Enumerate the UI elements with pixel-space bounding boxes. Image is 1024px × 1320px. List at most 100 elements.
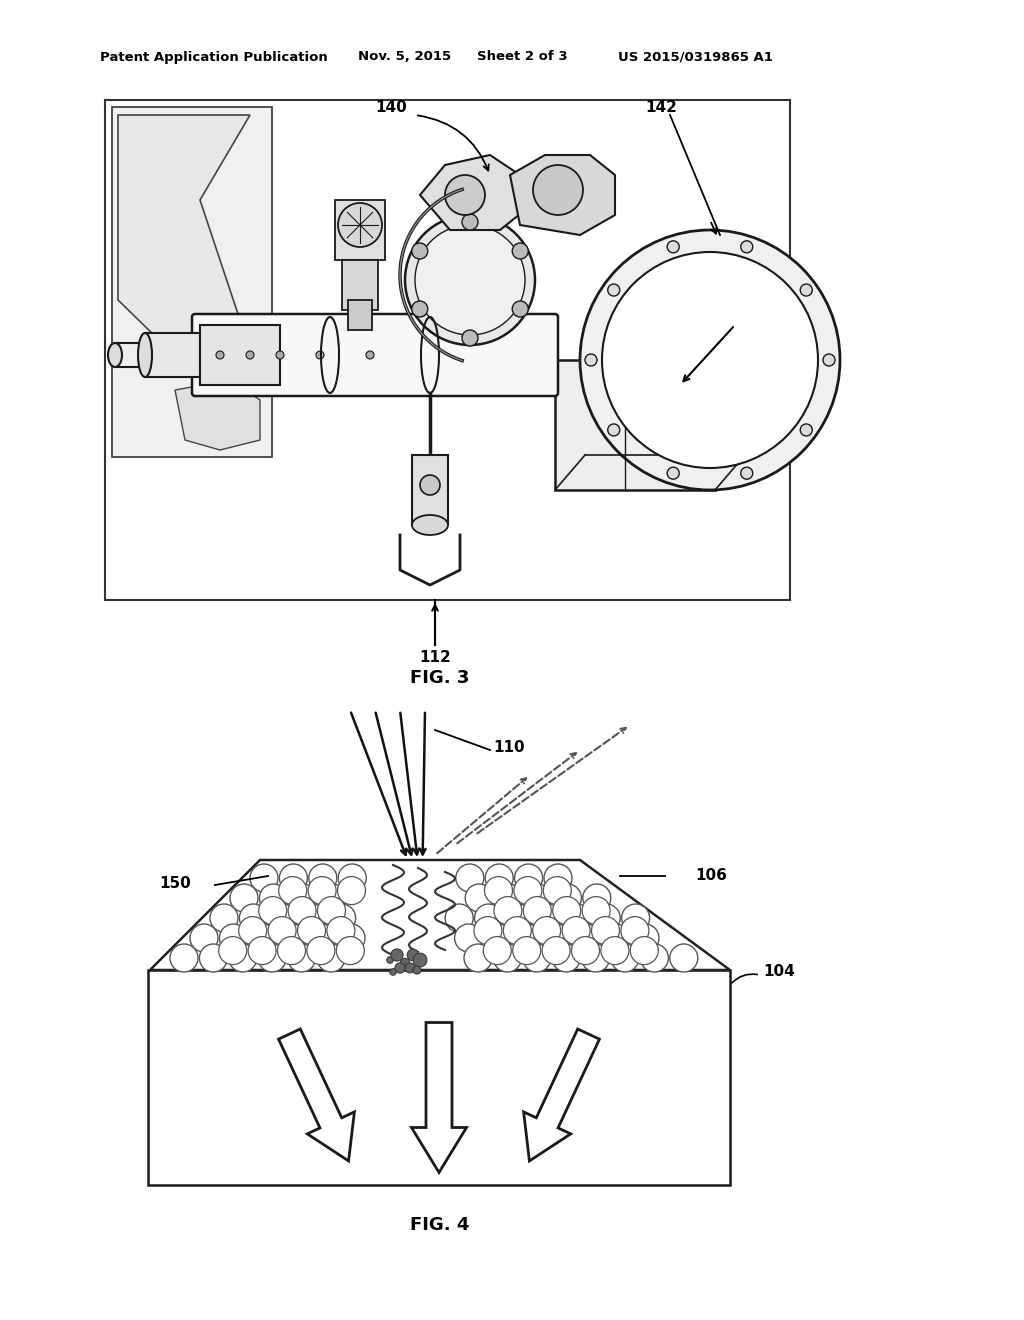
Circle shape	[580, 230, 840, 490]
Circle shape	[317, 896, 345, 924]
Circle shape	[514, 876, 542, 904]
Bar	[348, 300, 372, 330]
Circle shape	[280, 865, 307, 892]
Circle shape	[288, 896, 316, 924]
Polygon shape	[150, 861, 730, 970]
Circle shape	[338, 876, 366, 904]
Circle shape	[327, 916, 355, 945]
Polygon shape	[523, 1030, 599, 1162]
Circle shape	[485, 865, 513, 892]
Circle shape	[412, 301, 428, 317]
Circle shape	[801, 284, 812, 296]
Circle shape	[391, 949, 403, 961]
Circle shape	[415, 224, 525, 335]
Circle shape	[494, 896, 522, 924]
Circle shape	[562, 916, 590, 945]
Circle shape	[474, 904, 503, 932]
Circle shape	[543, 924, 570, 952]
Circle shape	[582, 944, 609, 972]
Bar	[412, 455, 449, 525]
Circle shape	[582, 896, 610, 924]
Circle shape	[513, 924, 542, 952]
Text: 142: 142	[645, 99, 677, 115]
Polygon shape	[279, 1030, 354, 1162]
Bar	[148, 970, 730, 1185]
Circle shape	[210, 904, 238, 932]
Circle shape	[200, 944, 227, 972]
Circle shape	[445, 176, 485, 215]
Text: Nov. 5, 2015: Nov. 5, 2015	[358, 50, 452, 63]
Circle shape	[170, 944, 198, 972]
Circle shape	[512, 301, 528, 317]
Circle shape	[474, 916, 502, 945]
Circle shape	[611, 944, 639, 972]
Circle shape	[279, 924, 306, 952]
Circle shape	[337, 924, 365, 952]
Circle shape	[484, 876, 512, 904]
Text: 106: 106	[695, 867, 727, 883]
Bar	[555, 360, 715, 490]
Circle shape	[248, 937, 276, 965]
Polygon shape	[420, 154, 525, 230]
Text: FIG. 4: FIG. 4	[411, 1216, 470, 1234]
Bar	[335, 201, 385, 260]
Circle shape	[602, 924, 630, 952]
Circle shape	[395, 962, 406, 973]
Circle shape	[246, 351, 254, 359]
Circle shape	[366, 351, 374, 359]
Circle shape	[445, 904, 473, 932]
Circle shape	[336, 937, 365, 965]
Circle shape	[456, 865, 483, 892]
Circle shape	[406, 215, 535, 345]
Bar	[115, 343, 200, 367]
Circle shape	[740, 240, 753, 253]
Polygon shape	[510, 154, 615, 235]
Circle shape	[602, 252, 818, 469]
Circle shape	[190, 924, 218, 952]
Circle shape	[250, 865, 278, 892]
Circle shape	[268, 916, 296, 945]
Circle shape	[240, 904, 267, 932]
Bar	[200, 325, 280, 385]
Ellipse shape	[412, 515, 449, 535]
Circle shape	[289, 884, 316, 912]
Circle shape	[513, 937, 541, 965]
Polygon shape	[412, 1023, 467, 1172]
Circle shape	[585, 354, 597, 366]
Circle shape	[621, 916, 649, 945]
Circle shape	[462, 330, 478, 346]
Circle shape	[640, 944, 669, 972]
Circle shape	[316, 351, 324, 359]
Circle shape	[631, 924, 659, 952]
Circle shape	[406, 964, 415, 973]
Circle shape	[258, 944, 286, 972]
Circle shape	[670, 944, 697, 972]
Circle shape	[408, 949, 419, 961]
Circle shape	[523, 944, 551, 972]
Circle shape	[495, 884, 522, 912]
Circle shape	[542, 937, 570, 965]
Circle shape	[553, 884, 582, 912]
Circle shape	[465, 884, 494, 912]
Circle shape	[534, 165, 583, 215]
Circle shape	[338, 865, 367, 892]
Text: Patent Application Publication: Patent Application Publication	[100, 50, 328, 63]
Circle shape	[309, 865, 337, 892]
Circle shape	[387, 957, 393, 964]
Bar	[145, 333, 200, 378]
Text: 112: 112	[419, 651, 451, 665]
Circle shape	[464, 944, 492, 972]
Circle shape	[279, 876, 307, 904]
Circle shape	[413, 966, 421, 974]
Circle shape	[328, 904, 355, 932]
Bar	[112, 107, 272, 457]
Circle shape	[484, 924, 512, 952]
Circle shape	[420, 475, 440, 495]
Circle shape	[483, 937, 511, 965]
Circle shape	[534, 904, 561, 932]
Circle shape	[552, 944, 581, 972]
Circle shape	[512, 243, 528, 259]
Circle shape	[504, 904, 532, 932]
Circle shape	[412, 243, 428, 259]
Circle shape	[544, 865, 572, 892]
